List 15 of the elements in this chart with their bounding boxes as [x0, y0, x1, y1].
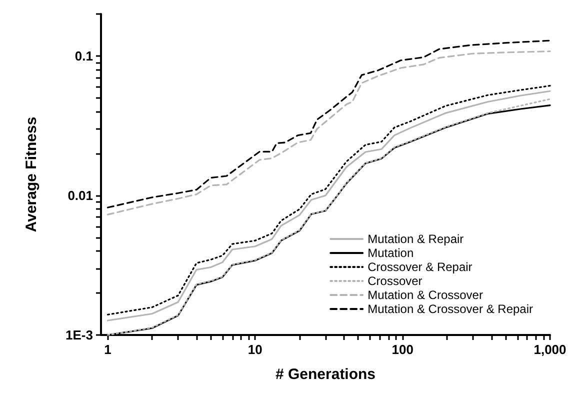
legend-label: Mutation & Repair [368, 232, 464, 246]
x-tick-label: 100 [392, 342, 414, 357]
legend-label: Crossover [368, 274, 422, 288]
legend-label: Mutation & Crossover [368, 288, 483, 302]
x-tick-label: 1,000 [534, 342, 566, 357]
y-tick-label: 1E-3 [66, 328, 93, 342]
legend-label: Mutation [368, 246, 414, 260]
y-tick-label: 0.1 [74, 48, 93, 64]
x-axis-title: # Generations [275, 366, 376, 383]
x-tick-label: 1 [104, 342, 112, 357]
y-tick-label: 0.01 [68, 188, 93, 203]
x-tick-label: 10 [248, 342, 262, 357]
y-axis-title: Average Fitness [23, 116, 40, 232]
legend-label: Crossover & Repair [368, 260, 472, 274]
legend-label: Mutation & Crossover & Repair [368, 302, 534, 316]
